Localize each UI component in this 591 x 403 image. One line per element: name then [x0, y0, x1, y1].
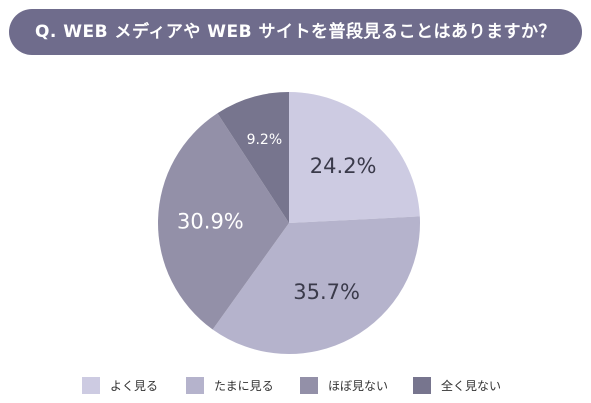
- pie-slice-3: [157, 113, 289, 330]
- pie-slice-1: [289, 92, 420, 223]
- legend-swatch: [413, 376, 431, 394]
- legend-swatch: [186, 376, 204, 394]
- legend-item-3: ほぼ見ない: [300, 373, 388, 397]
- pie-label-slice-1: 24.2%: [310, 154, 377, 178]
- legend-item-2: たまに見る: [186, 373, 274, 397]
- pie-slice-4: [217, 92, 289, 223]
- pie-chart: 24.2% 35.7% 30.9% 9.2%: [157, 92, 420, 354]
- legend-label: よく見る: [110, 378, 159, 393]
- pie-slice-2: [212, 216, 420, 354]
- legend-label: 全く見ない: [441, 378, 502, 393]
- question-banner: Q. WEB メディアや WEB サイトを普段見ることはありますか？: [9, 9, 582, 55]
- chart-legend: よく見る たまに見る ほぼ見ない 全く見ない: [0, 373, 591, 397]
- pie-label-slice-3: 30.9%: [177, 209, 244, 233]
- legend-item-4: 全く見ない: [413, 373, 501, 397]
- legend-label: たまに見る: [214, 378, 274, 393]
- pie-label-slice-4: 9.2%: [247, 132, 283, 148]
- legend-swatch: [300, 376, 318, 394]
- legend-label: ほぼ見ない: [328, 378, 389, 393]
- legend-swatch: [82, 376, 100, 394]
- pie-label-slice-2: 35.7%: [293, 280, 360, 304]
- legend-item-1: よく見る: [82, 373, 158, 397]
